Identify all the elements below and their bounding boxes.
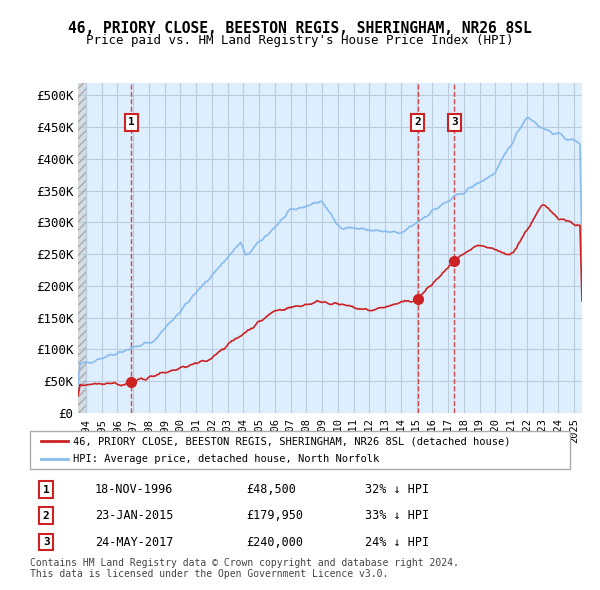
Text: 2: 2 [415,117,421,127]
FancyBboxPatch shape [30,431,570,469]
Text: 18-NOV-1996: 18-NOV-1996 [95,483,173,496]
Text: 3: 3 [43,537,50,547]
Text: 46, PRIORY CLOSE, BEESTON REGIS, SHERINGHAM, NR26 8SL (detached house): 46, PRIORY CLOSE, BEESTON REGIS, SHERING… [73,437,511,447]
Text: £240,000: £240,000 [246,536,303,549]
Text: Price paid vs. HM Land Registry's House Price Index (HPI): Price paid vs. HM Land Registry's House … [86,34,514,47]
Text: 23-JAN-2015: 23-JAN-2015 [95,509,173,522]
Text: 2: 2 [43,511,50,521]
Text: 24-MAY-2017: 24-MAY-2017 [95,536,173,549]
Text: £48,500: £48,500 [246,483,296,496]
Bar [78,83,86,413]
Text: 33% ↓ HPI: 33% ↓ HPI [365,509,429,522]
Text: Contains HM Land Registry data © Crown copyright and database right 2024.
This d: Contains HM Land Registry data © Crown c… [30,558,459,579]
Text: 3: 3 [451,117,458,127]
Text: 46, PRIORY CLOSE, BEESTON REGIS, SHERINGHAM, NR26 8SL: 46, PRIORY CLOSE, BEESTON REGIS, SHERING… [68,21,532,35]
Text: £179,950: £179,950 [246,509,303,522]
Text: 1: 1 [43,484,50,494]
Bar [78,83,86,413]
Text: 1: 1 [128,117,134,127]
Text: 32% ↓ HPI: 32% ↓ HPI [365,483,429,496]
Text: HPI: Average price, detached house, North Norfolk: HPI: Average price, detached house, Nort… [73,454,379,464]
Text: 24% ↓ HPI: 24% ↓ HPI [365,536,429,549]
